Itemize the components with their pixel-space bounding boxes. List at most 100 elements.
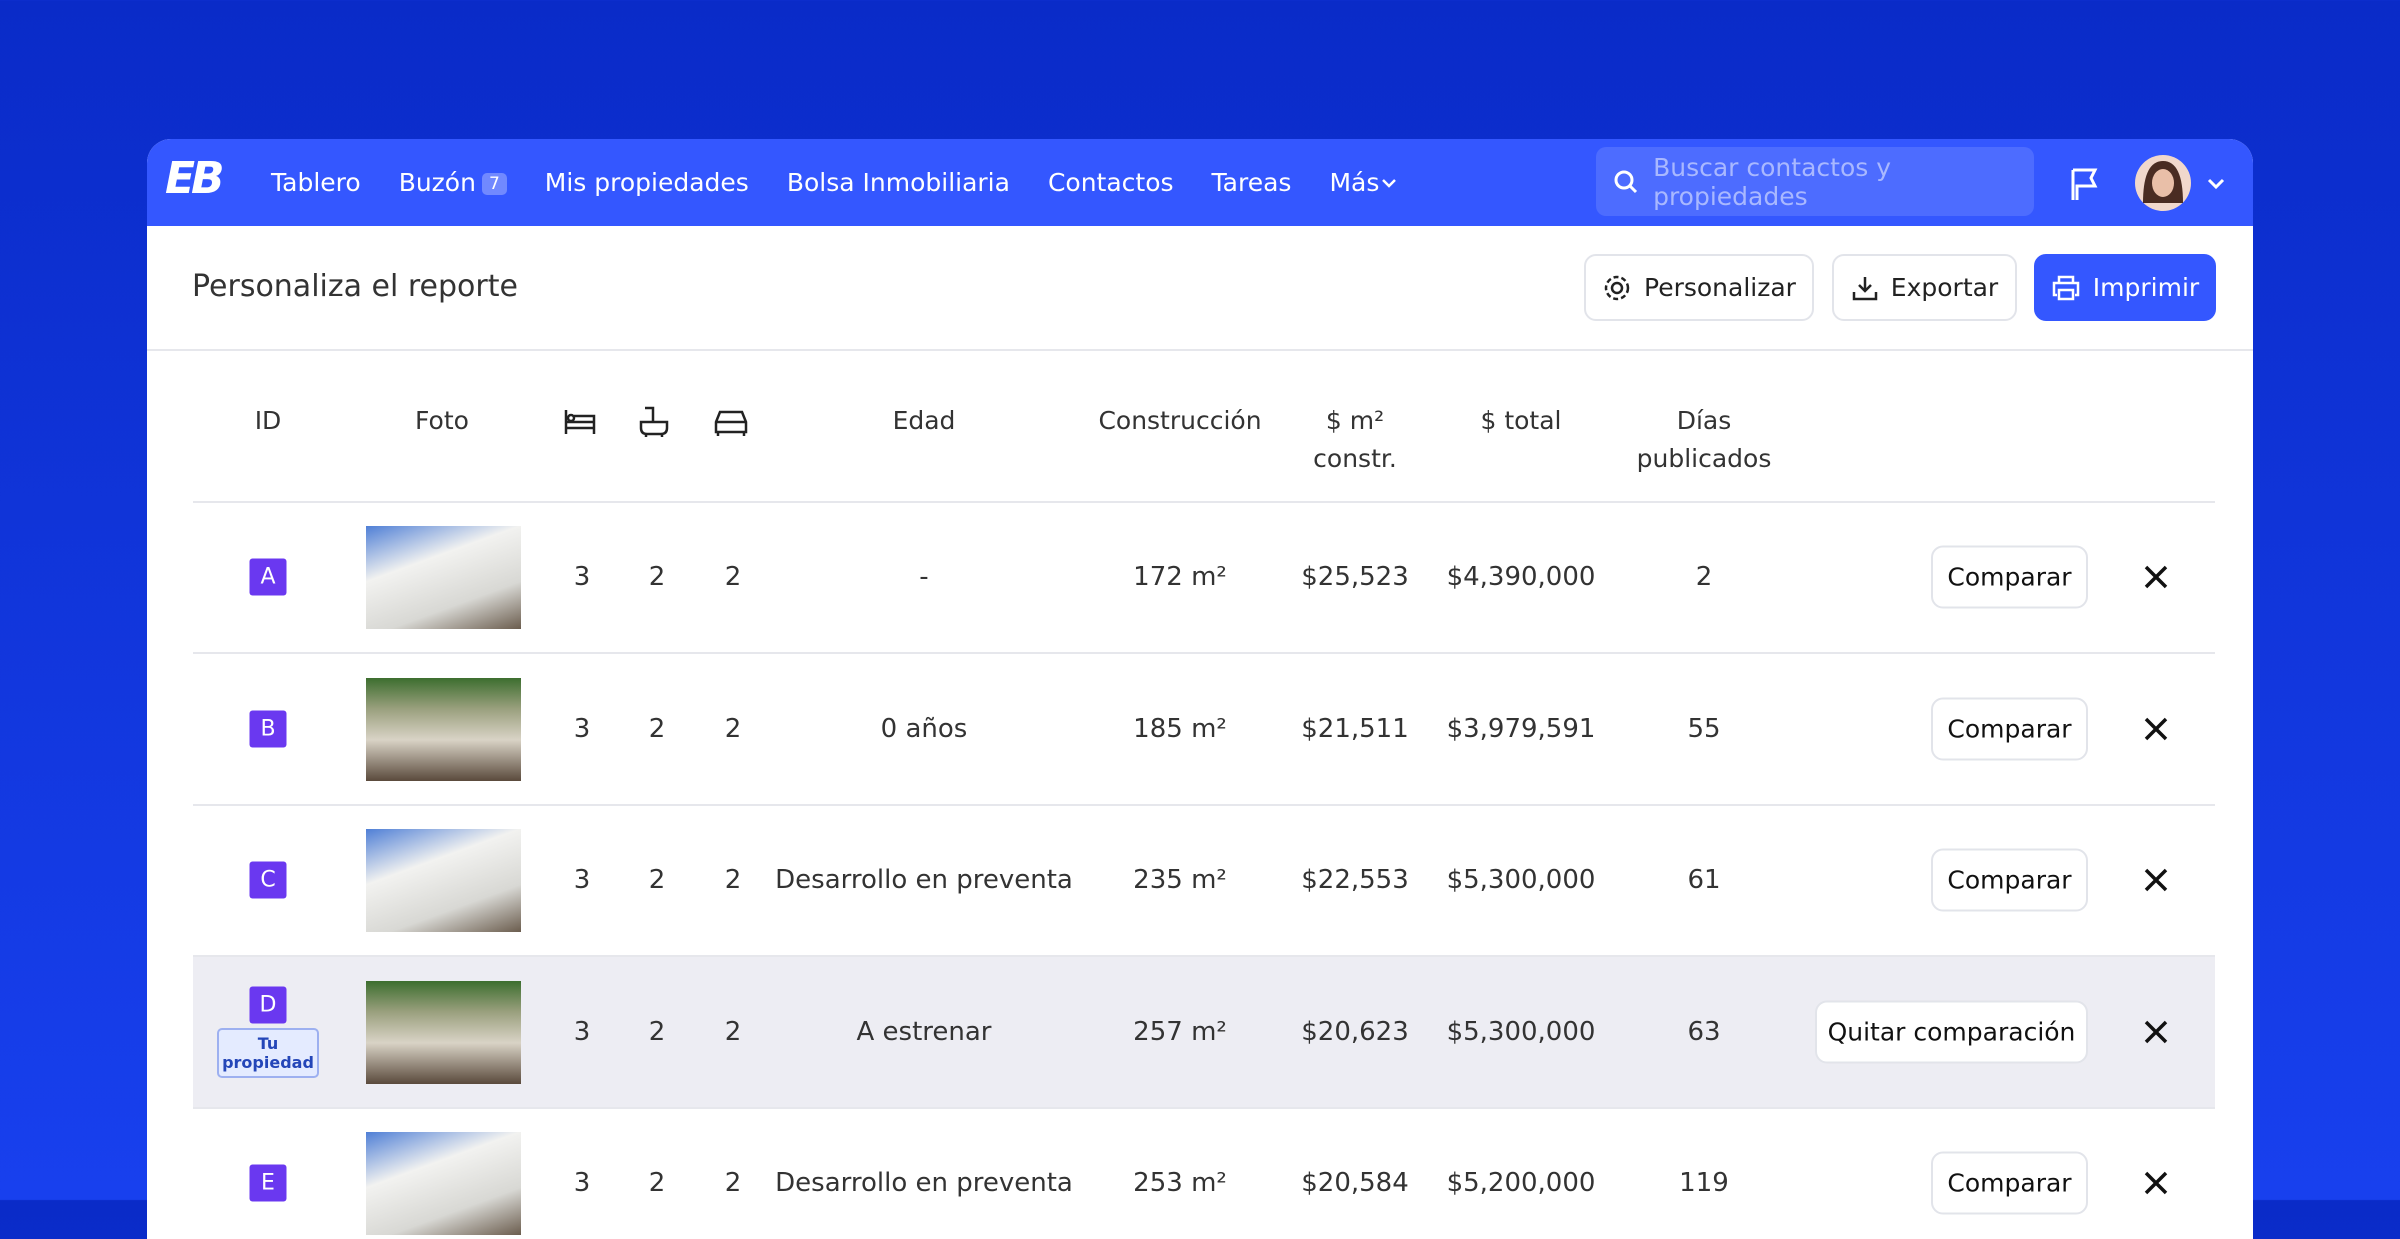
compare-button[interactable]: Comparar [1931, 697, 2088, 760]
cell: 2 [724, 562, 742, 592]
cell: 2 [724, 713, 742, 744]
photo [366, 526, 521, 629]
cell: 2 [648, 562, 666, 592]
compare-button[interactable]: Comparar [1931, 545, 2088, 609]
cell: 3 [573, 1168, 591, 1198]
cell: 55 [1687, 713, 1721, 744]
cell: 0 años [880, 713, 968, 744]
photo [366, 829, 521, 932]
id-badge: E [249, 1164, 287, 1202]
column-header: $ m² constr. [1313, 406, 1397, 473]
row-divider [193, 1106, 2215, 1109]
cell: $5,300,000 [1446, 865, 1596, 895]
nav-item[interactable]: Más [1329, 168, 1399, 197]
gear-icon [1604, 275, 1630, 300]
cell: $5,200,000 [1446, 1168, 1596, 1198]
report-card: EB Tablero Buzón 7 Mis propiedades Bolsa Inm… [147, 139, 2253, 1239]
cell: $20,584 [1301, 1168, 1409, 1198]
button-label: Imprimir [2092, 273, 2200, 302]
nav-label: Bolsa Inmobiliaria [786, 168, 1010, 197]
cell: 2 [648, 1016, 666, 1047]
cell: 2 [724, 1168, 742, 1198]
row-divider [193, 955, 2215, 957]
search-box[interactable]: Buscar contactos y propiedades [1596, 147, 2034, 216]
remove-button[interactable] [2142, 1018, 2170, 1046]
cell: 3 [573, 713, 591, 744]
column-header: Días publicados [1636, 406, 1772, 473]
row-divider [193, 501, 2215, 503]
cell: $21,511 [1301, 713, 1409, 744]
avatar[interactable] [2133, 153, 2233, 213]
cell: $4,390,000 [1446, 562, 1596, 592]
nav-label: Tablero [271, 168, 361, 197]
cell: 2 [648, 865, 666, 895]
row-divider [193, 652, 2215, 654]
nav-label: Mis propiedades [544, 168, 749, 197]
export-button[interactable]: Exportar [1832, 254, 2017, 321]
cell: Desarrollo en preventa [775, 1168, 1073, 1198]
cell: 2 [724, 1016, 742, 1047]
cell: $5,300,000 [1446, 1016, 1596, 1047]
cell: 3 [573, 562, 591, 592]
customize-button[interactable]: Personalizar [1584, 254, 1814, 321]
cell: 119 [1679, 1168, 1729, 1198]
cell: 2 [648, 1168, 666, 1198]
column-icons [564, 406, 748, 437]
nav-label: Tareas [1211, 168, 1292, 197]
nav-items: Tablero Buzón 7 Mis propiedades Bolsa Inmobi… [271, 139, 1399, 226]
nav-item[interactable]: Mis propiedades [545, 168, 749, 197]
cell: A estrenar [856, 1016, 992, 1047]
cell: 172 m² [1133, 562, 1227, 592]
remove-button[interactable] [2142, 1169, 2170, 1197]
cell: 3 [573, 865, 591, 895]
button-label: Personalizar [1644, 273, 1796, 302]
compare-button[interactable]: Comparar [1931, 1151, 2088, 1215]
nav-label: Buzón [398, 168, 476, 197]
photo [366, 980, 521, 1084]
cell: 2 [1695, 562, 1713, 592]
inbox-count: 7 [481, 173, 507, 195]
cell: $20,623 [1301, 1016, 1409, 1047]
id-badge: D [249, 986, 287, 1023]
column-header: ID [254, 406, 282, 435]
id-badge: C [249, 861, 287, 899]
download-icon [1852, 276, 1878, 300]
nav-item[interactable]: Bolsa Inmobiliaria [787, 168, 1010, 197]
nav-label: Contactos [1047, 168, 1174, 197]
search-placeholder: Buscar contactos y propiedades [1653, 152, 1892, 211]
cell: - [919, 562, 929, 592]
cell: 61 [1687, 865, 1721, 895]
cell: 257 m² [1133, 1016, 1227, 1047]
nav-item[interactable]: Buzón 7 [399, 168, 507, 197]
own-badge: Tu propiedad [217, 1027, 319, 1078]
photo [366, 1132, 521, 1235]
row-divider [193, 803, 2215, 806]
column-header: $ total [1480, 406, 1562, 435]
flag-icon[interactable] [2067, 164, 2107, 204]
remove-button[interactable] [2142, 715, 2170, 743]
cell: 253 m² [1133, 1168, 1227, 1198]
cell: 63 [1687, 1016, 1721, 1047]
compare-button[interactable]: Comparar [1931, 848, 2088, 912]
divider [147, 349, 2253, 351]
nav-item[interactable]: Contactos [1048, 168, 1174, 197]
compare-button[interactable]: Quitar comparación [1815, 1000, 2088, 1063]
column-header: Construcción [1098, 406, 1262, 435]
id-badge: A [249, 558, 287, 596]
logo[interactable]: EB [165, 153, 225, 204]
page-title: Personaliza el reporte [192, 269, 518, 304]
cell: $3,979,591 [1446, 713, 1596, 744]
remove-button[interactable] [2142, 866, 2170, 894]
chevron [1382, 179, 1397, 188]
cell: $25,523 [1301, 562, 1409, 592]
nav-item[interactable]: Tareas [1212, 168, 1292, 197]
column-header: Foto [415, 406, 469, 435]
cell: 235 m² [1133, 865, 1227, 895]
remove-button[interactable] [2142, 563, 2170, 591]
nav-item[interactable]: Tablero [271, 168, 361, 197]
print-button[interactable]: Imprimir [2034, 254, 2216, 321]
cell: $22,553 [1301, 865, 1409, 895]
nav-bar: EB Tablero Buzón 7 Mis propiedades Bolsa Inm… [147, 139, 2253, 226]
cell: 185 m² [1133, 713, 1227, 744]
column-header: Edad [892, 406, 956, 435]
